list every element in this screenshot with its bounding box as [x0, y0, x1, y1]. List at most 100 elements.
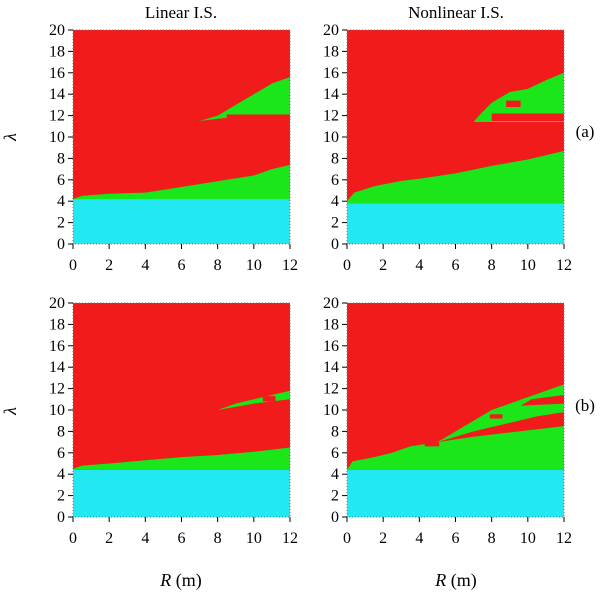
region-red-island-2 [538, 69, 554, 78]
region-green-band [347, 150, 564, 204]
region-red-island-1 [262, 396, 276, 402]
y-tick-label: 6 [331, 445, 339, 462]
y-tick-label: 16 [323, 338, 339, 355]
x-tick-label: 12 [556, 530, 572, 547]
y-tick-label: 14 [49, 86, 65, 103]
region-green-band [347, 426, 564, 470]
panel-tag-a: (a) [576, 122, 595, 141]
plot-area-0 [73, 30, 290, 244]
y-tick-label: 0 [57, 509, 65, 526]
x-tick-label: 6 [452, 530, 460, 547]
x-tick-label: 0 [69, 530, 77, 547]
y-tick-label: 2 [57, 488, 65, 505]
x-tick-label: 2 [379, 257, 387, 274]
panel-tag-b: (b) [575, 396, 595, 415]
region-cyan [347, 203, 564, 244]
y-tick-label: 2 [331, 488, 339, 505]
y-tick-label: 12 [49, 108, 65, 125]
x-tick-label: 0 [69, 257, 77, 274]
y-tick-label: 14 [323, 359, 339, 376]
region-cyan [347, 469, 564, 517]
y-tick-label: 18 [49, 316, 65, 333]
y-tick-label: 16 [323, 65, 339, 82]
x-tick-label: 10 [246, 530, 262, 547]
y-tick-label: 10 [323, 402, 339, 419]
y-tick-label: 16 [49, 338, 65, 355]
y-tick-label: 8 [57, 150, 65, 167]
plot-area-1 [347, 30, 564, 244]
x-tick-label: 8 [488, 530, 496, 547]
xlabel-left: R (m) [159, 570, 202, 591]
region-green-island-0 [217, 390, 290, 410]
y-tick-label: 4 [57, 466, 65, 483]
region-green-band [73, 164, 290, 200]
y-tick-label: 4 [57, 193, 65, 210]
x-tick-label: 10 [520, 530, 536, 547]
x-tick-label: 6 [452, 257, 460, 274]
panel-3: 0 2 4 6 8 10 12 14 16 18 20 0 2 4 6 8 10 12 [323, 295, 572, 547]
y-tick-label: 10 [323, 129, 339, 146]
y-tick-label: 20 [323, 22, 339, 39]
y-tick-label: 10 [49, 129, 65, 146]
plot-frame [72, 29, 291, 245]
y-tick-label: 18 [323, 316, 339, 333]
x-tick-label: 12 [556, 257, 572, 274]
plot-area-2 [73, 303, 290, 517]
x-tick-label: 6 [178, 530, 186, 547]
plot-frame [346, 29, 565, 245]
region-red-island-3 [491, 113, 564, 121]
y-tick-label: 20 [49, 295, 65, 312]
y-tick-label: 2 [331, 215, 339, 232]
y-tick-label: 14 [49, 359, 65, 376]
region-green-island-0 [437, 384, 564, 443]
y-tick-label: 20 [323, 295, 339, 312]
y-tick-label: 14 [323, 86, 339, 103]
y-tick-label: 12 [323, 108, 339, 125]
region-red-island-3 [489, 414, 503, 419]
x-tick-label: 10 [520, 257, 536, 274]
ylabel-top: λ [0, 133, 20, 142]
x-tick-label: 10 [246, 257, 262, 274]
region-red-island-1 [424, 442, 440, 447]
x-tick-label: 8 [214, 257, 222, 274]
panel-2: 0 2 4 6 8 10 12 14 16 18 20 0 2 4 6 8 10 12 [49, 295, 298, 547]
x-tick-label: 0 [343, 257, 351, 274]
y-tick-label: 0 [331, 509, 339, 526]
y-tick-label: 0 [331, 236, 339, 253]
y-tick-label: 4 [331, 193, 339, 210]
xlabel-right-var: R [434, 570, 446, 590]
col-title-nonlinear: Nonlinear I.S. [408, 3, 504, 22]
region-green-band [73, 447, 290, 470]
x-tick-label: 8 [488, 257, 496, 274]
ylabel-bottom: λ [0, 407, 20, 416]
x-tick-label: 0 [343, 530, 351, 547]
y-tick-label: 20 [49, 22, 65, 39]
y-tick-label: 4 [331, 466, 339, 483]
region-cyan [73, 469, 290, 517]
x-tick-label: 4 [415, 530, 423, 547]
plot-frame [72, 302, 291, 518]
y-tick-label: 6 [57, 172, 65, 189]
y-tick-label: 8 [57, 423, 65, 440]
x-tick-label: 8 [214, 530, 222, 547]
region-green-island-0 [473, 72, 564, 123]
y-tick-label: 6 [57, 445, 65, 462]
plot-frame [346, 302, 565, 518]
y-tick-label: 12 [323, 381, 339, 398]
region-green-island-0 [199, 77, 290, 121]
panel-0: 0 2 4 6 8 10 12 14 16 18 20 0 2 4 6 8 10 12 [49, 22, 298, 274]
region-red-island-1 [506, 100, 521, 108]
region-red-island-2 [520, 395, 564, 406]
x-tick-label: 12 [282, 530, 298, 547]
y-tick-label: 8 [331, 423, 339, 440]
xlabel-right-unit: (m) [446, 570, 477, 591]
xlabel-left-unit: (m) [171, 570, 202, 591]
x-tick-label: 2 [105, 257, 113, 274]
region-cyan [73, 199, 290, 244]
y-tick-label: 12 [49, 381, 65, 398]
xlabel-right: R (m) [434, 570, 477, 591]
col-title-linear: Linear I.S. [145, 3, 217, 22]
region-red-island-1 [226, 114, 290, 118]
